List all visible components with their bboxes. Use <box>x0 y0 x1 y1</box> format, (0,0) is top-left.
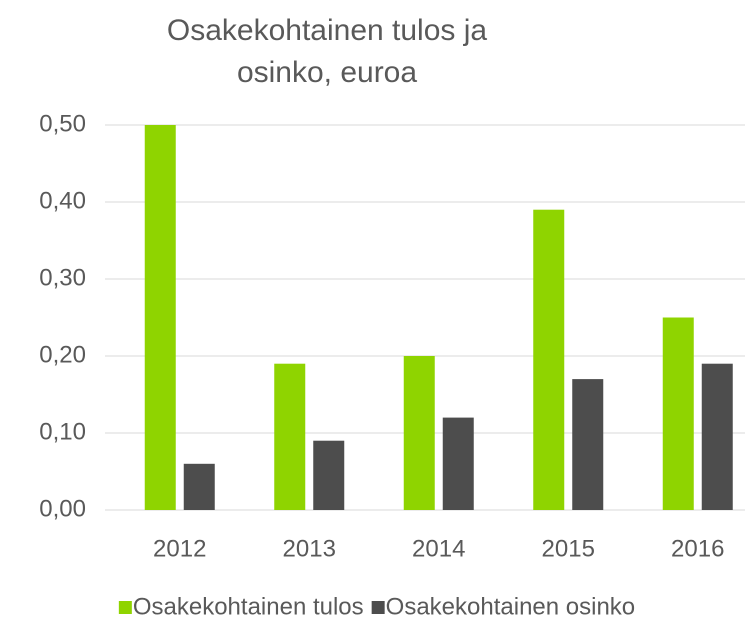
x-tick-label: 2013 <box>283 535 336 562</box>
x-tick-label: 2016 <box>671 535 724 562</box>
legend-swatch <box>118 601 132 614</box>
y-tick-label: 0,10 <box>39 418 86 445</box>
legend-label: Osakekohtainen osinko <box>386 593 636 620</box>
y-tick-label: 0,40 <box>39 187 86 214</box>
legend-label: Osakekohtainen tulos <box>133 593 364 620</box>
bar <box>442 417 474 510</box>
legend-swatch <box>371 601 385 614</box>
x-tick-label: 2015 <box>542 535 595 562</box>
bar <box>144 125 176 510</box>
x-tick-label: 2014 <box>412 535 465 562</box>
y-tick-label: 0,50 <box>39 110 86 137</box>
bar <box>313 440 345 510</box>
bar <box>533 209 565 510</box>
y-tick-label: 0,00 <box>39 495 86 522</box>
y-tick-label: 0,30 <box>39 264 86 291</box>
bar <box>403 356 435 510</box>
y-tick-label: 0,20 <box>39 341 86 368</box>
bar <box>572 379 604 510</box>
bar <box>274 363 306 510</box>
x-tick-label: 2012 <box>153 535 206 562</box>
bar <box>183 463 215 510</box>
chart-title: Osakekohtainen tulos ja osinko, euroa <box>166 14 488 89</box>
bar <box>701 363 733 510</box>
bar <box>662 317 694 510</box>
